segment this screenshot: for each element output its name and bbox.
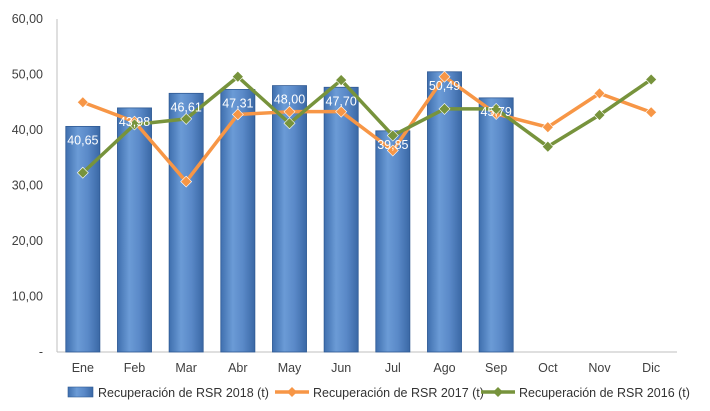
bar-data-label: 47,31 bbox=[222, 96, 253, 110]
bar-data-label: 40,65 bbox=[67, 133, 98, 147]
series-line-2 bbox=[81, 74, 653, 175]
line-point-marker bbox=[180, 175, 193, 188]
x-tick-label: Jun bbox=[331, 361, 351, 375]
x-tick-label: Feb bbox=[124, 361, 146, 375]
y-tick-label: 50,00 bbox=[12, 68, 43, 82]
bar-2018 bbox=[220, 89, 256, 353]
x-tick-label: May bbox=[278, 361, 302, 375]
x-tick-label: Abr bbox=[228, 361, 247, 375]
line-point-marker bbox=[283, 117, 296, 130]
x-tick-label: Mar bbox=[175, 361, 197, 375]
x-tick-label: Ago bbox=[433, 361, 455, 375]
legend-label: Recuperación de RSR 2016 (t) bbox=[519, 386, 690, 400]
line-point-marker bbox=[231, 70, 244, 83]
bar-2018 bbox=[117, 107, 152, 353]
line-point-marker bbox=[438, 70, 451, 83]
axes-layer: - 10,00 20,00 30,00 40,00 50,00 60,00 Ene Feb Mar… bbox=[12, 12, 677, 375]
bar-2018 bbox=[272, 85, 307, 353]
line-point-marker bbox=[386, 144, 399, 157]
y-tick-label: - bbox=[39, 345, 43, 359]
x-tick-label: Dic bbox=[642, 361, 660, 375]
bar-2018 bbox=[375, 130, 411, 353]
bar-2018 bbox=[168, 92, 204, 353]
bar-data-label: 50,49 bbox=[429, 79, 460, 93]
line-point-marker bbox=[231, 108, 244, 121]
y-tick-label: 10,00 bbox=[12, 290, 43, 304]
line-point-marker bbox=[128, 118, 141, 131]
line-point-marker bbox=[76, 96, 89, 109]
x-tick-label: Jul bbox=[385, 361, 401, 375]
legend-swatch-marker bbox=[493, 387, 503, 397]
y-tick-label: 30,00 bbox=[12, 179, 43, 193]
line-point-marker bbox=[283, 105, 296, 118]
bar-data-label: 47,70 bbox=[326, 94, 357, 108]
bar-data-label: 46,61 bbox=[171, 100, 202, 114]
bar-2018 bbox=[427, 71, 462, 353]
line-point-marker bbox=[593, 109, 606, 121]
line-point-marker bbox=[438, 102, 451, 115]
line-point-marker bbox=[541, 121, 554, 134]
bar-data-label: 39,85 bbox=[377, 138, 408, 152]
bar-data-label: 43,98 bbox=[119, 115, 150, 129]
line-point-marker bbox=[335, 74, 348, 86]
line-point-marker bbox=[593, 87, 606, 100]
bar-2018 bbox=[323, 86, 359, 353]
bar-2018 bbox=[478, 97, 514, 353]
legend-label: Recuperación de RSR 2017 (t) bbox=[313, 386, 484, 400]
x-tick-label: Nov bbox=[588, 361, 611, 375]
legend-swatch-marker bbox=[287, 387, 297, 397]
x-tick-label: Sep bbox=[485, 361, 507, 375]
line-point-marker bbox=[490, 102, 503, 115]
data-labels-layer: 40,65 43,98 46,61 47,31 48,00 47,70 39,85 50,49… bbox=[67, 79, 512, 152]
line-point-marker bbox=[541, 140, 554, 153]
lines-layer bbox=[76, 70, 658, 188]
line-point-marker bbox=[180, 112, 193, 125]
series-line-1 bbox=[82, 74, 652, 184]
bars-layer bbox=[65, 71, 514, 353]
line-point-marker bbox=[335, 105, 348, 118]
y-tick-label: 20,00 bbox=[12, 234, 43, 248]
y-tick-label: 60,00 bbox=[12, 12, 43, 26]
line-point-marker bbox=[386, 129, 399, 142]
line-point-marker bbox=[645, 73, 658, 86]
legend: Recuperación de RSR 2018 (t) Recuperación… bbox=[67, 386, 690, 400]
bar-data-label: 45,79 bbox=[481, 105, 512, 119]
x-tick-label: Ene bbox=[72, 361, 94, 375]
legend-swatch-bar bbox=[67, 386, 94, 398]
bar-data-label: 48,00 bbox=[274, 93, 305, 107]
y-tick-label: 40,00 bbox=[12, 123, 43, 137]
x-tick-label: Oct bbox=[538, 361, 558, 375]
line-point-marker bbox=[645, 106, 658, 119]
legend-label: Recuperación de RSR 2018 (t) bbox=[98, 386, 269, 400]
line-point-marker bbox=[76, 166, 89, 179]
